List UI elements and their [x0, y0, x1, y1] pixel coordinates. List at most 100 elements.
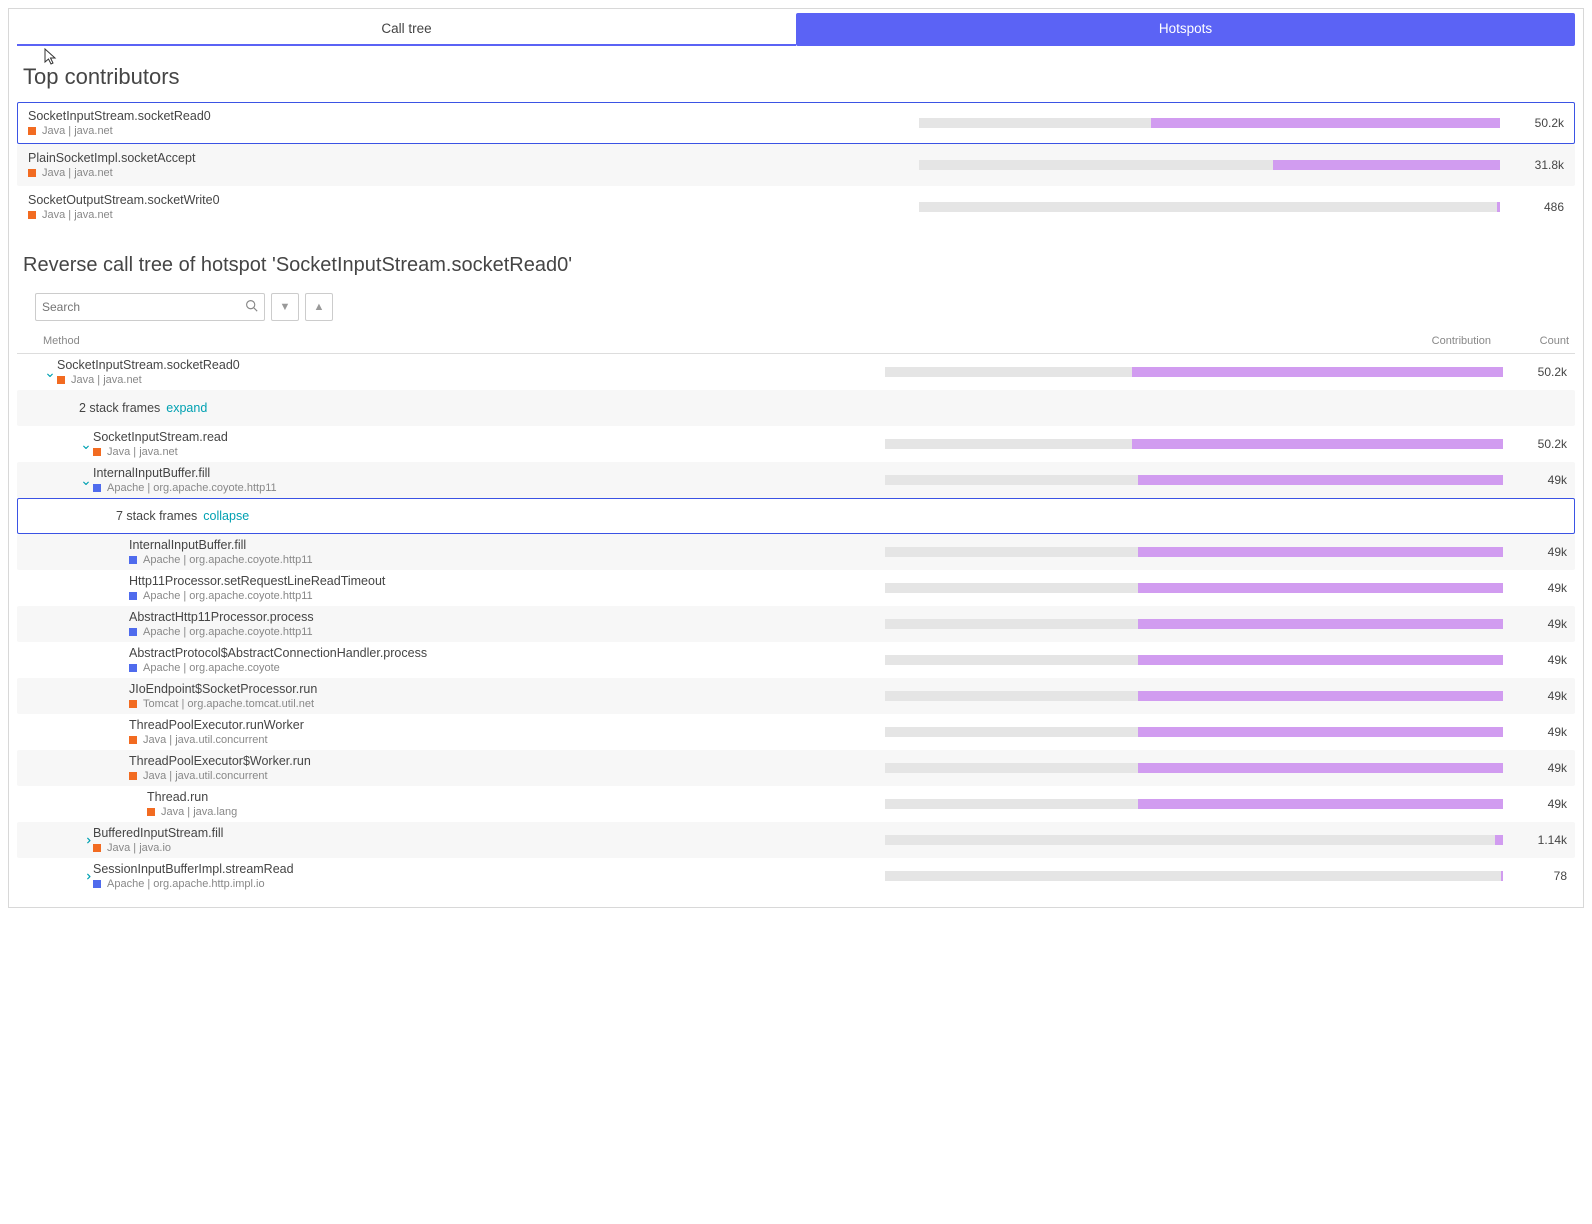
- contribution-bar: [885, 727, 1503, 737]
- nav-up-button[interactable]: ▲: [305, 293, 333, 321]
- method-count: 49k: [1517, 797, 1567, 811]
- contribution-bar: [885, 799, 1503, 809]
- tree-row[interactable]: ⌄ BufferedInputStream.fill Java | java.i…: [17, 822, 1575, 858]
- tree-row[interactable]: ⌄ ThreadPoolExecutor.runWorker Java | ja…: [17, 714, 1575, 750]
- method-count: 49k: [1517, 725, 1567, 739]
- tree-row[interactable]: ⌄ SessionInputBufferImpl.streamRead Apac…: [17, 858, 1575, 894]
- tree-row[interactable]: ⌄ SocketInputStream.read Java | java.net…: [17, 426, 1575, 462]
- contribution-bar: [885, 655, 1503, 665]
- tab-bar: Call tree Hotspots: [17, 13, 1575, 46]
- stack-frame-count: 7 stack frames: [116, 509, 197, 523]
- tree-row[interactable]: ⌄ Http11Processor.setRequestLineReadTime…: [17, 570, 1575, 606]
- contribution-bar: [885, 367, 1503, 377]
- tree-table-header: Method Contribution Count: [17, 331, 1575, 354]
- method-meta: Apache | org.apache.coyote.http11: [107, 482, 277, 494]
- tree-row[interactable]: ⌄ InternalInputBuffer.fill Apache | org.…: [17, 462, 1575, 498]
- contributor-count: 486: [1514, 200, 1564, 214]
- tree-row[interactable]: ⌄ AbstractProtocol$AbstractConnectionHan…: [17, 642, 1575, 678]
- expand-link[interactable]: expand: [166, 401, 207, 415]
- method-meta: Apache | org.apache.coyote.http11: [143, 626, 313, 638]
- contribution-bar: [919, 202, 1500, 212]
- tech-color-icon: [28, 127, 36, 135]
- tech-color-icon: [28, 169, 36, 177]
- nav-down-button[interactable]: ▼: [271, 293, 299, 321]
- contributor-name: SocketOutputStream.socketWrite0: [28, 193, 919, 207]
- column-contribution: Contribution: [901, 335, 1515, 347]
- method-name: SocketInputStream.socketRead0: [57, 358, 240, 372]
- stack-frames-row[interactable]: 7 stack frames collapse: [17, 498, 1575, 534]
- contributor-row[interactable]: PlainSocketImpl.socketAccept Java | java…: [17, 144, 1575, 186]
- column-count: Count: [1515, 335, 1575, 347]
- stack-frames-row[interactable]: 2 stack frames expand: [17, 390, 1575, 426]
- chevron-down-icon[interactable]: ⌄: [79, 436, 93, 453]
- method-meta: Apache | org.apache.coyote.http11: [143, 590, 313, 602]
- chevron-right-icon[interactable]: ⌄: [78, 833, 95, 847]
- call-tree: ⌄ SocketInputStream.socketRead0 Java | j…: [17, 354, 1575, 894]
- contribution-bar: [885, 871, 1503, 881]
- contribution-bar: [885, 619, 1503, 629]
- contributor-row[interactable]: SocketOutputStream.socketWrite0 Java | j…: [17, 186, 1575, 228]
- method-name: SessionInputBufferImpl.streamRead: [93, 862, 294, 876]
- chevron-down-icon[interactable]: ⌄: [79, 472, 93, 489]
- method-name: ThreadPoolExecutor$Worker.run: [129, 754, 311, 768]
- profiler-panel: Call tree Hotspots Top contributors Sock…: [8, 8, 1584, 908]
- tree-row[interactable]: ⌄ AbstractHttp11Processor.process Apache…: [17, 606, 1575, 642]
- contribution-bar: [919, 118, 1500, 128]
- contribution-bar: [885, 583, 1503, 593]
- contributor-meta: Java | java.net: [42, 125, 113, 137]
- tree-row[interactable]: ⌄ JIoEndpoint$SocketProcessor.run Tomcat…: [17, 678, 1575, 714]
- method-count: 49k: [1517, 689, 1567, 703]
- tech-color-icon: [28, 211, 36, 219]
- search-input[interactable]: [42, 300, 245, 314]
- chevron-down-icon[interactable]: ⌄: [43, 364, 57, 381]
- column-method: Method: [43, 335, 901, 347]
- tree-row[interactable]: ⌄ ThreadPoolExecutor$Worker.run Java | j…: [17, 750, 1575, 786]
- top-contributors-title: Top contributors: [23, 64, 1583, 90]
- method-count: 49k: [1517, 761, 1567, 775]
- method-meta: Java | java.lang: [161, 806, 237, 818]
- method-count: 50.2k: [1517, 437, 1567, 451]
- tree-toolbar: ▼ ▲: [35, 293, 1583, 321]
- contribution-bar: [885, 475, 1503, 485]
- contributor-count: 50.2k: [1514, 116, 1564, 130]
- tech-color-icon: [129, 556, 137, 564]
- contributor-row[interactable]: SocketInputStream.socketRead0 Java | jav…: [17, 102, 1575, 144]
- tech-color-icon: [129, 736, 137, 744]
- method-meta: Apache | org.apache.coyote.http11: [143, 554, 313, 566]
- method-count: 49k: [1517, 473, 1567, 487]
- method-name: AbstractHttp11Processor.process: [129, 610, 314, 624]
- method-name: InternalInputBuffer.fill: [93, 466, 277, 480]
- method-name: BufferedInputStream.fill: [93, 826, 223, 840]
- tree-row[interactable]: ⌄ SocketInputStream.socketRead0 Java | j…: [17, 354, 1575, 390]
- method-count: 50.2k: [1517, 365, 1567, 379]
- method-count: 78: [1517, 869, 1567, 883]
- tech-color-icon: [129, 628, 137, 636]
- contribution-bar: [885, 547, 1503, 557]
- contribution-bar: [885, 691, 1503, 701]
- method-meta: Java | java.util.concurrent: [143, 734, 268, 746]
- contributor-name: SocketInputStream.socketRead0: [28, 109, 919, 123]
- contributor-meta: Java | java.net: [42, 167, 113, 179]
- tech-color-icon: [57, 376, 65, 384]
- method-count: 1.14k: [1517, 833, 1567, 847]
- chevron-right-icon[interactable]: ⌄: [78, 869, 95, 883]
- search-box[interactable]: [35, 293, 265, 321]
- contribution-bar: [919, 160, 1500, 170]
- method-name: InternalInputBuffer.fill: [129, 538, 313, 552]
- tab-call-tree[interactable]: Call tree: [17, 13, 796, 46]
- contributor-name: PlainSocketImpl.socketAccept: [28, 151, 919, 165]
- method-meta: Java | java.net: [71, 374, 142, 386]
- tree-row[interactable]: ⌄ Thread.run Java | java.lang 49k: [17, 786, 1575, 822]
- contribution-bar: [885, 763, 1503, 773]
- tree-row[interactable]: ⌄ InternalInputBuffer.fill Apache | org.…: [17, 534, 1575, 570]
- collapse-link[interactable]: collapse: [203, 509, 249, 523]
- method-name: AbstractProtocol$AbstractConnectionHandl…: [129, 646, 427, 660]
- contributor-meta: Java | java.net: [42, 209, 113, 221]
- tech-color-icon: [129, 664, 137, 672]
- tech-color-icon: [147, 808, 155, 816]
- method-meta: Apache | org.apache.http.impl.io: [107, 878, 265, 890]
- tech-color-icon: [129, 772, 137, 780]
- method-name: Http11Processor.setRequestLineReadTimeou…: [129, 574, 385, 588]
- tab-hotspots[interactable]: Hotspots: [796, 13, 1575, 46]
- method-count: 49k: [1517, 545, 1567, 559]
